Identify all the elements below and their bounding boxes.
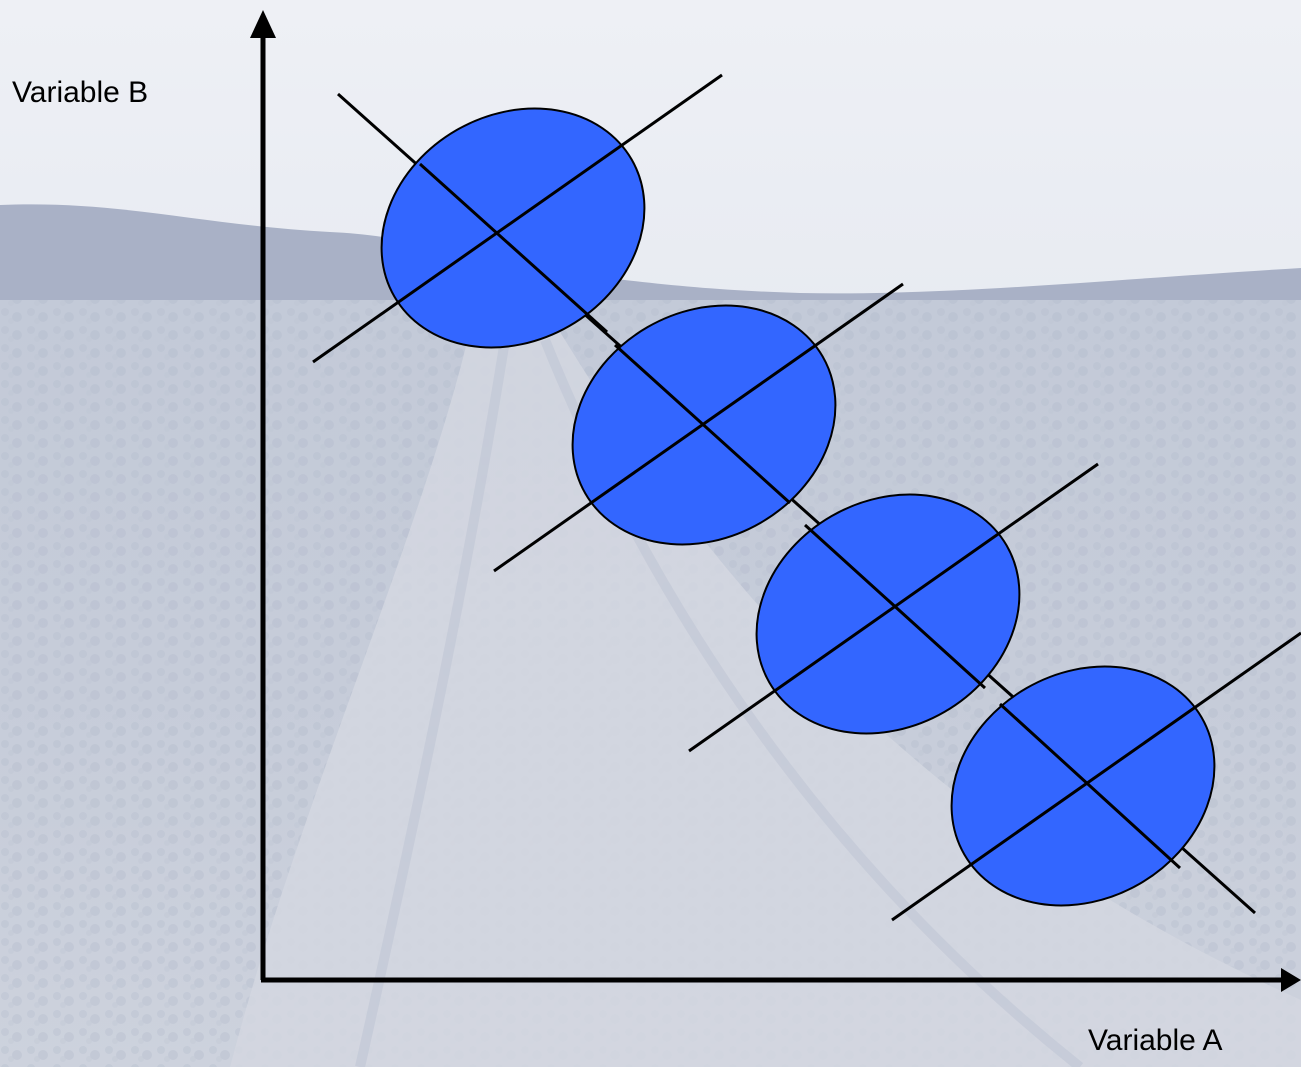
ellipse-4-axis-line xyxy=(891,631,1301,922)
ellipse-1 xyxy=(380,107,646,349)
ellipse-3-axis-line xyxy=(688,462,1099,753)
ellipse-3-cross-segment xyxy=(803,523,987,690)
ellipse-1-cross-segment xyxy=(418,162,609,334)
ellipse-2-cross-segment xyxy=(613,343,792,505)
distant-hills xyxy=(0,204,1301,330)
x-axis-arrowhead xyxy=(1281,968,1301,992)
ellipse-group-1 xyxy=(312,73,723,364)
ellipse-group-3 xyxy=(688,462,1099,753)
y-axis-arrowhead xyxy=(250,10,276,38)
ellipse-3 xyxy=(755,493,1021,735)
ellipse-4-cross-segment xyxy=(998,702,1182,870)
ellipse-2-axis-line xyxy=(493,282,904,573)
ellipse-group-4 xyxy=(891,631,1301,922)
ellipse-group-2 xyxy=(493,282,904,573)
y-axis-label: Variable B xyxy=(12,76,149,109)
road-track xyxy=(355,339,510,1067)
x-axis-label: Variable A xyxy=(1088,1024,1223,1057)
ellipse-1-axis-line xyxy=(312,73,723,364)
